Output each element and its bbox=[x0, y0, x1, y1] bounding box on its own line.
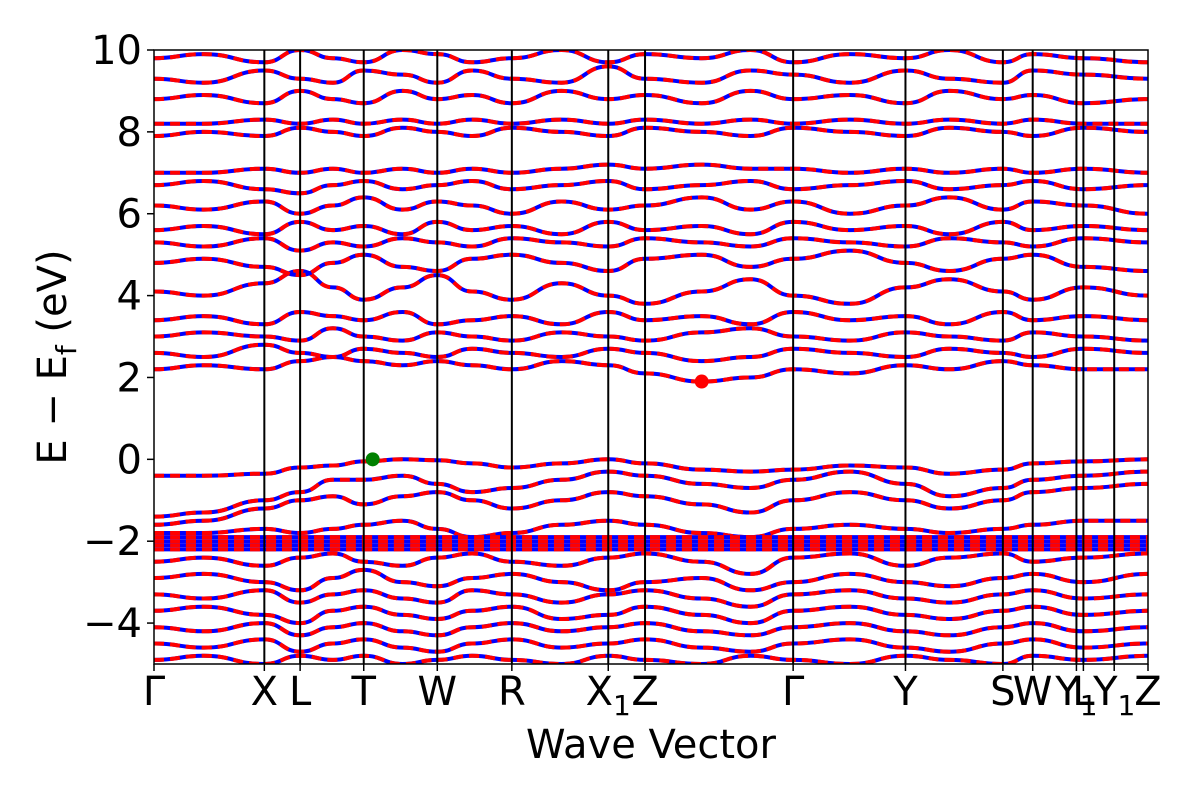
y-tick-label: 0 bbox=[117, 437, 142, 483]
y-axis-title-suffix: (eV) bbox=[30, 249, 76, 345]
band-line-red bbox=[154, 117, 1148, 126]
y-axis-title-prefix: E − E bbox=[30, 355, 76, 465]
band-line-red bbox=[154, 248, 1148, 278]
band-edge-markers bbox=[365, 374, 709, 467]
x-tick-label: S bbox=[990, 669, 1015, 715]
band-lines bbox=[154, 50, 1148, 664]
x-tick-label: R bbox=[498, 669, 526, 715]
band-line-red bbox=[154, 518, 1148, 540]
band-line-blue bbox=[154, 567, 1148, 593]
band-line-red bbox=[154, 342, 1148, 364]
x-axis-title: Wave Vector bbox=[526, 722, 777, 768]
band-line-red bbox=[154, 457, 1148, 478]
x-tick-label: W bbox=[1013, 669, 1053, 715]
vbm-marker bbox=[365, 452, 380, 467]
band-line-red bbox=[154, 354, 1148, 384]
band-line-red bbox=[154, 125, 1148, 139]
x-tick-label: Γ bbox=[143, 669, 166, 715]
band-line-red bbox=[154, 653, 1148, 664]
band-line-red bbox=[154, 219, 1148, 237]
y-tick-label: 6 bbox=[117, 192, 142, 238]
high-symmetry-lines bbox=[263, 50, 1116, 664]
x-tick-label: Y1 bbox=[1092, 669, 1135, 722]
band-line-red bbox=[154, 195, 1148, 216]
band-line-red bbox=[154, 268, 1148, 306]
x-tick-label: Z bbox=[1134, 669, 1161, 715]
x-tick-label: Γ bbox=[782, 669, 805, 715]
band-line-blue bbox=[154, 469, 1148, 519]
band-line-red bbox=[154, 326, 1148, 343]
x-tick-label: W bbox=[418, 669, 458, 715]
y-axis-ticks: −4 −2 0 2 4 6 8 10 bbox=[83, 28, 154, 647]
x-tick-label: X bbox=[251, 669, 278, 715]
y-tick-label: 10 bbox=[91, 28, 142, 74]
cbm-marker bbox=[694, 374, 709, 389]
x-tick-label: L bbox=[289, 669, 312, 715]
x-tick-label: Z bbox=[631, 669, 658, 715]
band-line-red bbox=[154, 551, 1148, 576]
y-axis-title: E − Ef (eV) bbox=[30, 249, 83, 464]
y-tick-label: 4 bbox=[117, 274, 142, 320]
y-tick-label: 2 bbox=[117, 355, 142, 401]
band-line-red bbox=[154, 162, 1148, 175]
band-line-red bbox=[154, 64, 1148, 85]
x-tick-label: X1 bbox=[586, 669, 631, 722]
band-line-blue bbox=[154, 604, 1148, 626]
band-line-red bbox=[154, 178, 1148, 196]
x-tick-label: Y1 bbox=[1054, 669, 1097, 722]
y-tick-label: −4 bbox=[83, 601, 142, 647]
x-tick-label: L bbox=[1072, 669, 1095, 715]
plot-frame bbox=[153, 49, 1149, 665]
x-tick-label: T bbox=[351, 669, 377, 715]
y-tick-label: 8 bbox=[117, 110, 142, 156]
y-tick-label: −2 bbox=[83, 519, 142, 565]
x-tick-label: Y bbox=[892, 669, 918, 715]
y-axis-title-subscript: f bbox=[50, 344, 83, 355]
band-line-red bbox=[154, 469, 1148, 519]
